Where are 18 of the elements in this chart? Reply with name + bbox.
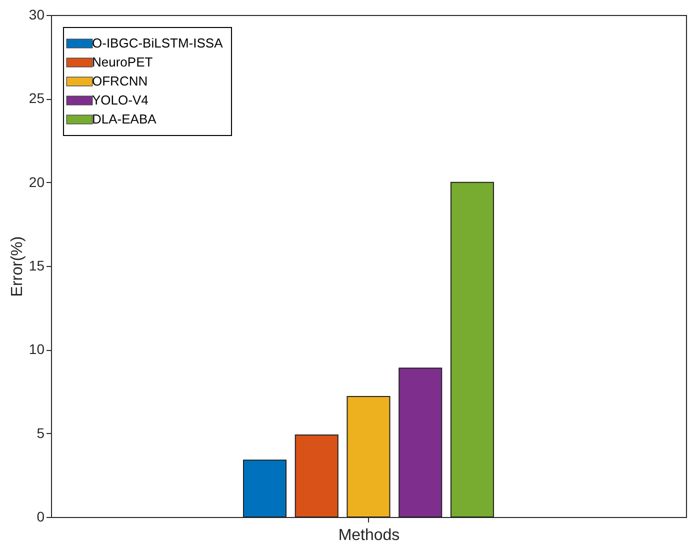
legend-label: NeuroPET (92, 54, 153, 70)
bar (450, 182, 494, 518)
legend-label: OFRCNN (92, 74, 148, 88)
y-tick-label: 20 (28, 174, 45, 190)
bar (398, 368, 442, 518)
legend-label: O-IBGC-BiLSTM-ISSA (92, 36, 224, 50)
y-tick-label: 25 (28, 90, 45, 106)
x-axis-title: Methods (338, 527, 400, 544)
y-axis-title: Error(%) (8, 236, 26, 297)
y-tick-label: 10 (28, 341, 45, 358)
y-tick-label: 0 (36, 508, 45, 524)
y-tick-label: 30 (28, 6, 45, 22)
legend-label: YOLO-V4 (92, 92, 148, 108)
bar (243, 460, 287, 518)
bar (294, 434, 338, 518)
y-tick-label: 15 (28, 258, 45, 274)
legend-label: DLA-EABA (92, 112, 157, 126)
y-tick-label: 5 (36, 424, 45, 441)
